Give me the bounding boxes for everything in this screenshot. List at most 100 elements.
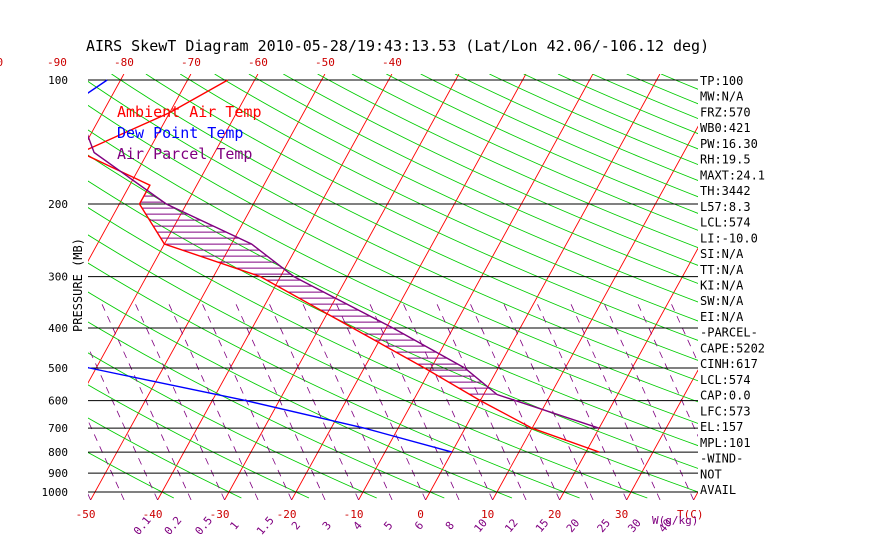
mixing-ratio-tick-label: 1.5 [254, 514, 277, 538]
index-label: WB0:421 [700, 121, 751, 135]
mixing-ratio-line [133, 299, 225, 500]
index-label: RH:19.5 [700, 153, 751, 167]
index-label: TH:3442 [700, 184, 751, 198]
index-label: -PARCEL- [700, 326, 758, 340]
dry-adiabat-line [88, 417, 242, 499]
pressure-tick-label: 600 [48, 395, 68, 408]
dry-adiabat-line [88, 180, 698, 469]
mixing-ratio-line [166, 299, 259, 500]
index-label: AVAIL [700, 483, 736, 497]
dry-adiabat-line [317, 74, 698, 249]
bottom-temp-tick-label: 0 [417, 508, 424, 521]
index-label: MW:N/A [700, 90, 744, 104]
dry-adiabat-line [420, 74, 698, 198]
bottom-temp-tick-label: -40 [143, 508, 163, 521]
legend-air-parcel-temp: Air Parcel Temp [117, 145, 252, 163]
legend-ambient-air-temp: Ambient Air Temp [117, 103, 262, 121]
dry-adiabat-line [88, 129, 698, 424]
bottom-temp-tick-label: 10 [481, 508, 494, 521]
bottom-temp-tick-label: -30 [210, 508, 230, 521]
index-label: LFC:573 [700, 404, 751, 418]
index-label: MPL:101 [700, 436, 751, 450]
index-label: EL:157 [700, 420, 743, 434]
pressure-tick-label: 400 [48, 322, 68, 335]
mixing-ratio-line [367, 299, 460, 500]
y-axis-label: PRESSURE (MB) [71, 238, 85, 332]
mixing-ratio-tick-label: 0.2 [162, 514, 185, 538]
index-label: EI:N/A [700, 310, 744, 324]
isotherm-line [626, 369, 698, 500]
pressure-tick-label: 500 [48, 362, 68, 375]
mixing-ratio-line [99, 299, 192, 500]
chart-title: AIRS SkewT Diagram 2010-05-28/19:43:13.5… [86, 37, 709, 55]
mixing-ratio-line [535, 299, 627, 500]
isotherm-line [828, 74, 870, 500]
top-temp-tick-label: -60 [248, 56, 268, 69]
bottom-temp-tick-label: 30 [615, 508, 628, 521]
dry-adiabat-line [179, 74, 698, 322]
top-temp-tick-label: -90 [47, 56, 67, 69]
mixing-ratio-tick-label: 12 [502, 517, 520, 536]
mixing-ratio-tick-label: 2 [289, 519, 303, 532]
temp-unit-label: T(C) [677, 508, 704, 521]
pressure-tick-label: 800 [48, 446, 68, 459]
dry-adiabat-line [214, 74, 698, 303]
dry-adiabat-line [88, 262, 580, 499]
index-label: SI:N/A [700, 247, 744, 261]
legend: Ambient Air Temp Dew Point Temp Air Parc… [117, 103, 262, 163]
index-label: TP:100 [700, 74, 743, 88]
dry-adiabat-line [88, 154, 698, 447]
index-label: L57:8.3 [700, 200, 751, 214]
mixing-ratio-unit-label: W(g/kg) [652, 514, 698, 527]
top-temp-tick-label: -50 [315, 56, 335, 69]
mixing-ratio-line [267, 299, 359, 500]
bottom-temp-tick-label: 20 [548, 508, 561, 521]
index-label: NOT [700, 467, 722, 481]
dry-adiabat-line [88, 80, 698, 382]
air-parcel-temp-line [88, 134, 600, 429]
pressure-tick-label: 200 [48, 198, 68, 211]
mixing-ratio-line [334, 299, 426, 500]
isotherm-lines [88, 74, 870, 500]
dry-adiabat-line [88, 104, 698, 403]
index-label: FRZ:570 [700, 105, 751, 119]
isotherm-line [291, 74, 527, 500]
mixing-ratio-line [0, 300, 24, 500]
isotherm-line [157, 74, 393, 500]
dry-adiabat-line [88, 234, 648, 499]
dry-adiabat-line [88, 291, 513, 499]
dry-adiabat-line [88, 321, 445, 499]
mixing-ratio-line [602, 299, 694, 500]
ambient-air-temp-line [88, 79, 600, 453]
dry-adiabat-line [145, 74, 698, 341]
isotherm-line [88, 74, 192, 263]
mixing-ratio-tick-label: 5 [381, 519, 395, 532]
dry-adiabat-lines [88, 74, 698, 499]
index-label: KI:N/A [700, 278, 744, 292]
isotherm-line [224, 74, 460, 500]
dry-adiabat-line [523, 74, 698, 150]
top-temp-tick-label: -100 [0, 56, 3, 69]
top-temp-tick-label: -40 [382, 56, 402, 69]
index-label: PW:16.30 [700, 137, 758, 151]
isotherm-line [425, 74, 661, 500]
cape-shading [140, 195, 497, 395]
bottom-temp-tick-labels: -50 -40 -30 -20 -10 0 10 20 30 [76, 508, 629, 521]
mixing-ratio-line [300, 299, 393, 500]
pressure-tick-labels: 100 200 300 400 500 600 700 800 900 1000 [42, 74, 69, 499]
mixing-ratio-tick-label: 8 [443, 519, 457, 532]
pressure-tick-label: 700 [48, 422, 68, 435]
dry-adiabat-line [386, 74, 698, 214]
isotherm-line [358, 74, 594, 500]
index-label: TT:N/A [700, 263, 744, 277]
pressure-tick-label: 900 [48, 467, 68, 480]
mixing-ratio-line [401, 299, 493, 500]
top-temp-tick-label: -80 [114, 56, 134, 69]
dry-adiabat-line [88, 384, 310, 499]
bottom-temp-tick-label: -20 [277, 508, 297, 521]
index-label: LCL:574 [700, 373, 751, 387]
isotherm-line [559, 247, 698, 500]
mixing-ratio-line [233, 299, 326, 500]
